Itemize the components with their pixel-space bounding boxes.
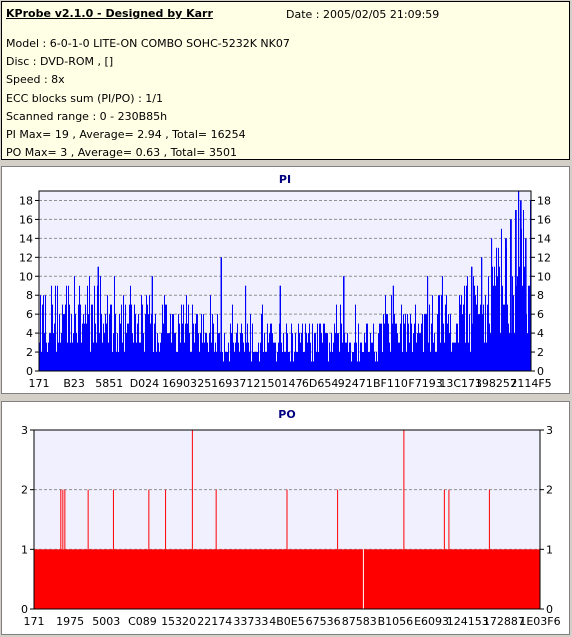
po-x-tick-label: 33733 xyxy=(233,615,268,628)
pi-y-label-right: 6 xyxy=(537,308,544,321)
pi-y-label-right: 18 xyxy=(537,194,551,207)
pi-x-tick-label: 2114F5 xyxy=(510,377,551,390)
pi-y-label-right: 12 xyxy=(537,251,551,264)
pi-summary-line: PI Max= 19 , Average= 2.94 , Total= 1625… xyxy=(6,127,246,141)
po-y-label-left: 0 xyxy=(21,603,28,616)
pi-y-label-left: 14 xyxy=(19,232,33,245)
po-x-tick-label: 22174 xyxy=(197,615,232,628)
po-chart-panel: PO 0 0 1 1 2 2 3 3 171 1975 5003 C089 15320 22174 33733… xyxy=(1,401,570,635)
app-title: KProbe v2.1.0 - Designed by Karr xyxy=(6,7,213,20)
po-chart-title: PO xyxy=(278,408,295,421)
po-base-fill xyxy=(34,549,540,609)
po-summary-line: PO Max= 3 , Average= 0.63 , Total= 3501 xyxy=(6,146,237,160)
pi-x-tick-label: 5851 xyxy=(95,377,123,390)
pi-x-tick-label: 92471 xyxy=(338,377,373,390)
pi-y-label-right: 14 xyxy=(537,232,551,245)
pi-y-label-left: 12 xyxy=(19,251,33,264)
pi-y-label-right: 16 xyxy=(537,213,551,226)
pi-x-tick-label: 16903 xyxy=(162,377,197,390)
po-y-label-left: 1 xyxy=(21,543,28,556)
po-x-tick-label: 171 xyxy=(24,615,45,628)
pi-x-tick-label: D024 xyxy=(130,377,159,390)
po-x-tick-label: 172887 xyxy=(483,615,525,628)
po-chart: PO 0 0 1 1 2 2 3 3 171 1975 5003 C089 15320 22174 33733… xyxy=(21,408,561,628)
po-x-tick-label: C089 xyxy=(128,615,157,628)
pi-y-label-left: 10 xyxy=(19,270,33,283)
pi-y-label-right: 8 xyxy=(537,289,544,302)
po-y-label-right: 0 xyxy=(546,603,553,616)
po-y-label-right: 2 xyxy=(546,484,553,497)
pi-y-label-left: 6 xyxy=(26,308,33,321)
po-x-tick-label: 5003 xyxy=(92,615,120,628)
pi-x-tick-label: 50147 xyxy=(268,377,303,390)
scan-date: Date : 2005/02/05 21:09:59 xyxy=(286,8,440,21)
pi-chart-title: PI xyxy=(279,173,291,186)
pi-y-label-right: 10 xyxy=(537,270,551,283)
info-panel: KProbe v2.1.0 - Designed by Karr Date : … xyxy=(1,1,570,160)
po-x-tick-label: B1056 xyxy=(378,615,414,628)
po-x-tick-label: 1975 xyxy=(56,615,84,628)
pi-x-tick-label: 25169 xyxy=(197,377,232,390)
pi-x-tick-label: BF110 xyxy=(373,377,408,390)
po-x-tick-label: 87583 xyxy=(342,615,377,628)
disc-info-lines: Model : 6-0-1-0 LITE-ON COMBO SOHC-5232K… xyxy=(6,35,290,162)
pi-chart-panel: PI 0 0 2 2 4 4 6 6 8 8 10 10 12 12 14 14 16 16 18 18 171 B23 58… xyxy=(1,166,570,394)
po-x-tick-label: 124153 xyxy=(447,615,489,628)
ecc-blocks-line: ECC blocks sum (PI/PO) : 1/1 xyxy=(6,91,163,105)
pi-y-label-left: 8 xyxy=(26,289,33,302)
pi-y-label-left: 4 xyxy=(26,327,33,340)
pi-chart: PI 0 0 2 2 4 4 6 6 8 8 10 10 12 12 14 14 16 16 18 18 171 B23 58… xyxy=(19,173,552,390)
speed-line: Speed : 8x xyxy=(6,73,65,87)
pi-x-tick-label: 13C173 xyxy=(439,377,482,390)
pi-x-tick-label: B23 xyxy=(63,377,85,390)
pi-y-label-left: 0 xyxy=(26,365,33,378)
model-line: Model : 6-0-1-0 LITE-ON COMBO SOHC-5232K… xyxy=(6,37,290,50)
pi-x-tick-label: F7193 xyxy=(408,377,442,390)
pi-plot-border xyxy=(38,190,532,372)
po-y-label-right: 3 xyxy=(546,424,553,437)
pi-x-tick-label: 37121 xyxy=(232,377,267,390)
disc-line: Disc : DVD-ROM , [] xyxy=(6,55,114,69)
po-x-tick-label: 1E03F6 xyxy=(519,615,560,628)
pi-x-tick-label: 171 xyxy=(29,377,50,390)
pi-x-tick-label: 6D654 xyxy=(302,377,338,390)
po-x-tick-label: 4B0E5 xyxy=(269,615,305,628)
po-x-tick-label: E6093 xyxy=(414,615,449,628)
pi-y-label-left: 2 xyxy=(26,346,33,359)
po-plot-border xyxy=(33,429,541,610)
pi-y-label-right: 2 xyxy=(537,346,544,359)
po-y-label-right: 1 xyxy=(546,543,553,556)
pi-y-label-left: 16 xyxy=(19,213,33,226)
pi-y-label-left: 18 xyxy=(19,194,33,207)
po-y-label-left: 3 xyxy=(21,424,28,437)
po-x-tick-label: 67536 xyxy=(306,615,341,628)
pi-x-tick-label: 198257 xyxy=(475,377,517,390)
pi-y-label-right: 0 xyxy=(537,365,544,378)
po-y-label-left: 2 xyxy=(21,484,28,497)
scanned-range-line: Scanned range : 0 - 230B85h xyxy=(6,109,168,123)
pi-y-label-right: 4 xyxy=(537,327,544,340)
po-x-tick-label: 15320 xyxy=(161,615,196,628)
